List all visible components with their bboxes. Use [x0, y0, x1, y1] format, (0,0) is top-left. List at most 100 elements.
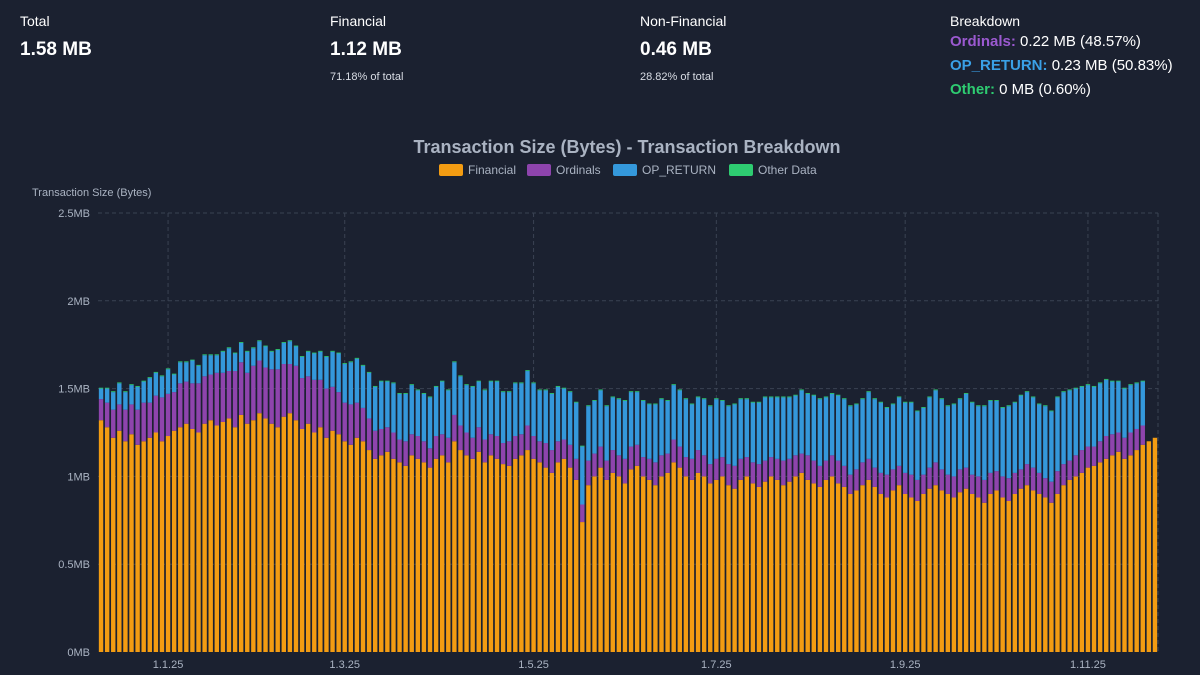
bar-financial-72: [537, 462, 542, 652]
bar-ordinals-154: [1037, 472, 1042, 494]
y-tick-label-5: 2.5MB: [58, 208, 90, 220]
bar-other-data-128: [878, 401, 884, 403]
bar-other-data-47: [385, 380, 390, 382]
bar-other-data-150: [1012, 401, 1018, 403]
bar-ordinals-143: [970, 474, 975, 494]
bar-other-data-18: [208, 354, 213, 356]
bar-ordinals-1: [104, 402, 110, 428]
breakdown-other-name: Other:: [950, 81, 995, 98]
bar-ordinals-99: [701, 455, 707, 477]
bar-other-data-37: [324, 356, 329, 357]
legend-swatch-1[interactable]: [527, 164, 551, 176]
bar-ordinals-68: [513, 436, 518, 459]
bar-op-return-51: [409, 385, 414, 435]
bar-other-data-123: [848, 405, 853, 407]
bar-ordinals-112: [781, 460, 786, 486]
bar-ordinals-123: [848, 474, 853, 494]
legend-label-3[interactable]: Other Data: [758, 163, 817, 177]
bar-op-return-124: [854, 404, 859, 470]
bar-ordinals-116: [805, 455, 810, 480]
legend-label-1[interactable]: Ordinals: [556, 163, 601, 177]
bar-op-return-144: [976, 406, 981, 477]
bar-op-return-142: [963, 393, 969, 468]
legend-swatch-3[interactable]: [729, 164, 753, 176]
bar-op-return-77: [567, 392, 573, 445]
bar-ordinals-139: [945, 474, 951, 494]
bar-op-return-107: [750, 402, 756, 463]
bar-other-data-58: [452, 361, 457, 363]
bar-op-return-27: [263, 346, 268, 368]
bar-financial-22: [232, 427, 238, 652]
bar-other-data-168: [1122, 387, 1127, 389]
bar-ordinals-7: [141, 402, 146, 442]
y-tick-label-2: 1MB: [67, 471, 90, 483]
bar-financial-61: [470, 458, 475, 652]
bar-op-return-50: [403, 393, 408, 442]
bar-op-return-91: [653, 404, 658, 463]
bar-ordinals-27: [263, 367, 268, 419]
bar-financial-66: [500, 464, 506, 652]
bar-financial-159: [1067, 479, 1072, 652]
bar-other-data-81: [592, 400, 597, 401]
bar-ordinals-14: [184, 381, 189, 424]
bar-ordinals-120: [829, 455, 835, 477]
x-axis: 1.1.25 1.3.25 1.5.25 1.7.25 1.9.25 1.11.25: [153, 659, 1106, 671]
bar-financial-49: [397, 462, 402, 652]
bar-financial-116: [805, 479, 810, 652]
bar-ordinals-166: [1110, 434, 1115, 456]
bar-op-return-16: [196, 365, 201, 384]
legend-label-2[interactable]: OP_RETURN: [642, 163, 716, 177]
bar-financial-122: [842, 486, 847, 652]
bar-financial-115: [799, 472, 804, 652]
bar-ordinals-49: [397, 439, 402, 463]
bar-op-return-125: [860, 399, 865, 463]
bar-financial-160: [1073, 476, 1078, 652]
bar-ordinals-44: [366, 418, 372, 451]
x-tick-label-2: 1.5.25: [518, 659, 549, 671]
bar-other-data-93: [665, 400, 670, 401]
legend-label-0[interactable]: Financial: [468, 163, 516, 177]
bar-op-return-157: [1055, 397, 1060, 472]
bar-financial-63: [482, 462, 488, 652]
breakdown-op-return-value: 0.23 MB (50.83%): [1051, 57, 1173, 74]
bar-other-data-165: [1104, 378, 1109, 380]
bar-financial-71: [531, 458, 536, 652]
bar-op-return-126: [866, 392, 871, 459]
bar-ordinals-47: [385, 427, 390, 452]
bar-op-return-24: [245, 351, 250, 373]
bar-other-data-112: [781, 396, 786, 398]
bar-op-return-86: [622, 400, 628, 459]
bar-financial-132: [902, 493, 908, 652]
bar-ordinals-41: [348, 404, 354, 445]
bar-ordinals-15: [190, 383, 195, 429]
bar-op-return-139: [945, 406, 951, 475]
bar-other-data-41: [348, 361, 354, 363]
bar-op-return-37: [324, 356, 329, 389]
bar-ordinals-54: [427, 448, 433, 468]
legend-swatch-2[interactable]: [613, 164, 637, 176]
bar-other-data-62: [476, 380, 481, 382]
bar-financial-20: [220, 421, 226, 652]
bar-op-return-14: [184, 362, 189, 382]
bar-ordinals-24: [245, 372, 250, 424]
bar-financial-165: [1104, 458, 1109, 652]
bar-other-data-114: [793, 394, 798, 396]
bar-other-data-12: [171, 373, 177, 375]
legend-swatch-0[interactable]: [439, 164, 463, 176]
bar-ordinals-12: [171, 392, 177, 431]
bar-financial-121: [835, 483, 841, 652]
bar-op-return-84: [610, 397, 615, 451]
bar-other-data-30: [281, 342, 286, 343]
bar-other-data-153: [1030, 396, 1036, 398]
bar-op-return-34: [305, 351, 311, 377]
bar-ordinals-77: [567, 444, 573, 468]
bar-other-data-145: [982, 405, 987, 407]
bar-financial-37: [324, 437, 329, 652]
bar-ordinals-83: [604, 460, 609, 480]
bar-ordinals-160: [1073, 455, 1078, 477]
bar-financial-54: [427, 467, 433, 652]
bar-financial-53: [421, 462, 427, 652]
bar-op-return-59: [458, 376, 463, 426]
bar-other-data-109: [762, 396, 768, 398]
bar-ordinals-23: [238, 362, 244, 415]
